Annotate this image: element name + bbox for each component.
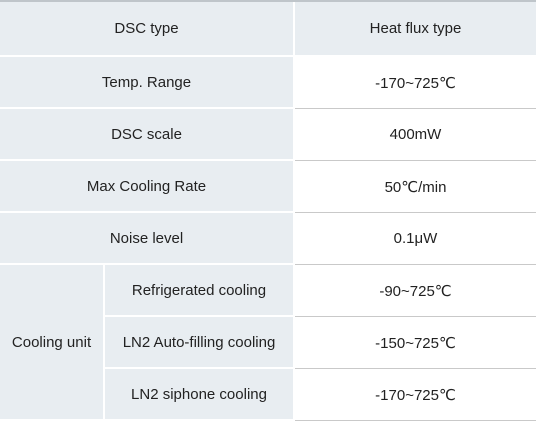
row-value: 0.1μW bbox=[295, 213, 536, 265]
sub-row-label: Refrigerated cooling bbox=[105, 265, 295, 317]
group-label: Cooling unit bbox=[0, 265, 105, 421]
row-value: Heat flux type bbox=[295, 2, 536, 57]
sub-row-value: -90~725℃ bbox=[295, 265, 536, 317]
row-label: DSC type bbox=[0, 2, 295, 57]
row-value: -170~725℃ bbox=[295, 57, 536, 109]
sub-row-label: LN2 Auto-filling cooling bbox=[105, 317, 295, 369]
row-value: 400mW bbox=[295, 109, 536, 161]
table-top-border bbox=[0, 0, 536, 2]
sub-row-value: -150~725℃ bbox=[295, 317, 536, 369]
row-label: Max Cooling Rate bbox=[0, 161, 295, 213]
sub-row-value: -170~725℃ bbox=[295, 369, 536, 421]
row-value: 50℃/min bbox=[295, 161, 536, 213]
row-label: DSC scale bbox=[0, 109, 295, 161]
sub-row-label: LN2 siphone cooling bbox=[105, 369, 295, 421]
row-label: Noise level bbox=[0, 213, 295, 265]
row-label: Temp. Range bbox=[0, 57, 295, 109]
